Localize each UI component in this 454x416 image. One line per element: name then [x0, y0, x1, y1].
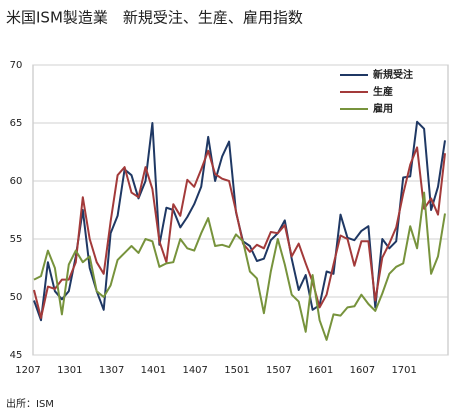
y-tick-label: 50 — [10, 292, 23, 303]
x-tick-label: 1301 — [57, 365, 82, 376]
source-note: 出所：ISM — [6, 397, 54, 410]
x-tick-label: 1701 — [391, 365, 416, 376]
x-tick-label: 1207 — [15, 365, 40, 376]
x-tick-label: 1401 — [141, 365, 166, 376]
series-line — [33, 146, 446, 319]
series-line — [33, 191, 446, 341]
chart-title: 米国ISM製造業 新規受注、生産、雇用指数 — [6, 9, 303, 27]
y-tick-label: 55 — [10, 234, 23, 245]
y-tick-label: 70 — [10, 60, 23, 71]
legend-label: 雇用 — [373, 102, 393, 115]
legend-label: 生産 — [373, 85, 393, 98]
legend-label: 新規受注 — [373, 68, 413, 81]
y-tick-label: 65 — [10, 118, 23, 129]
y-tick-label: 60 — [10, 176, 23, 187]
x-tick-label: 1501 — [224, 365, 249, 376]
x-tick-label: 1607 — [350, 365, 375, 376]
y-tick-label: 45 — [10, 350, 23, 361]
x-tick-label: 1507 — [266, 365, 291, 376]
x-tick-label: 1407 — [182, 365, 207, 376]
x-tick-label: 1307 — [99, 365, 124, 376]
x-tick-label: 1601 — [308, 365, 333, 376]
